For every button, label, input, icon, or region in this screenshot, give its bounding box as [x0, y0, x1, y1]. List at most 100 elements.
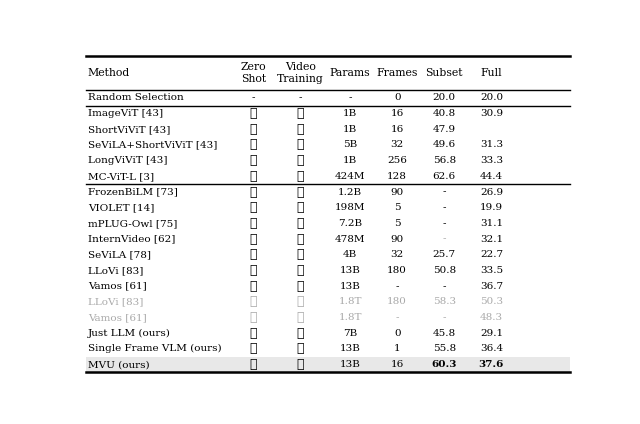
Text: 40.8: 40.8	[433, 109, 456, 118]
Text: 90: 90	[390, 187, 404, 197]
Text: 32: 32	[390, 250, 404, 259]
Text: ✓: ✓	[297, 186, 304, 198]
Text: 32: 32	[390, 140, 404, 150]
Text: 50.3: 50.3	[480, 297, 503, 307]
Text: ✗: ✗	[250, 107, 257, 120]
Text: 7B: 7B	[343, 329, 357, 338]
Text: 256: 256	[387, 156, 407, 165]
Text: 22.7: 22.7	[480, 250, 503, 259]
Text: 36.4: 36.4	[480, 344, 503, 354]
Text: SeViLA+ShortViViT [43]: SeViLA+ShortViViT [43]	[88, 140, 218, 150]
Text: -: -	[443, 234, 446, 244]
Text: ✗: ✗	[297, 280, 304, 293]
Text: ✗: ✗	[297, 296, 304, 308]
Text: MC-ViT-L [3]: MC-ViT-L [3]	[88, 172, 154, 181]
Text: 29.1: 29.1	[480, 329, 503, 338]
Text: ✓: ✓	[250, 201, 257, 214]
Text: Subset: Subset	[426, 68, 463, 78]
Text: 33.5: 33.5	[480, 266, 503, 275]
Text: 62.6: 62.6	[433, 172, 456, 181]
Text: 60.3: 60.3	[431, 360, 457, 369]
Text: ✓: ✓	[250, 343, 257, 355]
Text: 31.3: 31.3	[480, 140, 503, 150]
Text: 45.8: 45.8	[433, 329, 456, 338]
Text: Params: Params	[330, 68, 371, 78]
Text: -: -	[396, 313, 399, 322]
FancyBboxPatch shape	[86, 357, 570, 372]
Text: 20.0: 20.0	[433, 93, 456, 103]
Text: ✗: ✗	[297, 327, 304, 340]
Text: LongViViT [43]: LongViViT [43]	[88, 156, 168, 165]
Text: ✓: ✓	[250, 358, 257, 371]
Text: 13B: 13B	[340, 360, 360, 369]
Text: -: -	[443, 219, 446, 228]
Text: Method: Method	[88, 68, 130, 78]
Text: Vamos [61]: Vamos [61]	[88, 313, 147, 322]
Text: 13B: 13B	[340, 344, 360, 354]
Text: -: -	[299, 93, 302, 103]
Text: LLoVi [83]: LLoVi [83]	[88, 297, 143, 307]
Text: ✓: ✓	[250, 264, 257, 277]
Text: 56.8: 56.8	[433, 156, 456, 165]
Text: 58.3: 58.3	[433, 297, 456, 307]
Text: 90: 90	[390, 234, 404, 244]
Text: -: -	[443, 282, 446, 291]
Text: LLoVi [83]: LLoVi [83]	[88, 266, 143, 275]
Text: ✓: ✓	[297, 248, 304, 261]
Text: 25.7: 25.7	[433, 250, 456, 259]
Text: 16: 16	[390, 109, 404, 118]
Text: ✓: ✓	[297, 217, 304, 230]
Text: 31.1: 31.1	[480, 219, 503, 228]
Text: -: -	[252, 93, 255, 103]
Text: 1B: 1B	[343, 109, 357, 118]
Text: 5B: 5B	[343, 140, 357, 150]
Text: 16: 16	[390, 125, 404, 134]
Text: MVU (ours): MVU (ours)	[88, 360, 150, 369]
Text: 5: 5	[394, 203, 401, 212]
Text: mPLUG-Owl [75]: mPLUG-Owl [75]	[88, 219, 177, 228]
Text: ✓: ✓	[297, 170, 304, 183]
Text: 20.0: 20.0	[480, 93, 503, 103]
Text: ✓: ✓	[297, 154, 304, 167]
Text: ✓: ✓	[250, 296, 257, 308]
Text: Vamos [61]: Vamos [61]	[88, 282, 147, 291]
Text: 47.9: 47.9	[433, 125, 456, 134]
Text: ✗: ✗	[297, 311, 304, 324]
Text: ✗: ✗	[250, 154, 257, 167]
Text: 198M: 198M	[335, 203, 365, 212]
Text: 1B: 1B	[343, 125, 357, 134]
Text: -: -	[443, 187, 446, 197]
Text: 55.8: 55.8	[433, 344, 456, 354]
Text: 48.3: 48.3	[480, 313, 503, 322]
Text: ImageViT [43]: ImageViT [43]	[88, 109, 163, 118]
Text: ✓: ✓	[297, 107, 304, 120]
Text: FrozenBiLM [73]: FrozenBiLM [73]	[88, 187, 178, 197]
Text: 1.2B: 1.2B	[338, 187, 362, 197]
Text: 7.2B: 7.2B	[338, 219, 362, 228]
Text: ✓: ✓	[297, 233, 304, 245]
Text: Random Selection: Random Selection	[88, 93, 184, 103]
Text: ✓: ✓	[297, 201, 304, 214]
Text: ✗: ✗	[250, 139, 257, 151]
Text: 32.1: 32.1	[480, 234, 503, 244]
Text: 44.4: 44.4	[480, 172, 503, 181]
Text: 180: 180	[387, 297, 407, 307]
Text: ShortViViT [43]: ShortViViT [43]	[88, 125, 170, 134]
Text: ✓: ✓	[297, 139, 304, 151]
Text: 478M: 478M	[335, 234, 365, 244]
Text: -: -	[396, 282, 399, 291]
Text: 5: 5	[394, 219, 401, 228]
Text: Full: Full	[481, 68, 502, 78]
Text: ✗: ✗	[297, 343, 304, 355]
Text: 33.3: 33.3	[480, 156, 503, 165]
Text: 0: 0	[394, 93, 401, 103]
Text: ✗: ✗	[250, 123, 257, 136]
Text: ✓: ✓	[297, 123, 304, 136]
Text: 1B: 1B	[343, 156, 357, 165]
Text: 13B: 13B	[340, 282, 360, 291]
Text: ✓: ✓	[250, 311, 257, 324]
Text: 49.6: 49.6	[433, 140, 456, 150]
Text: ✓: ✓	[250, 248, 257, 261]
Text: 37.6: 37.6	[479, 360, 504, 369]
Text: VIOLET [14]: VIOLET [14]	[88, 203, 154, 212]
